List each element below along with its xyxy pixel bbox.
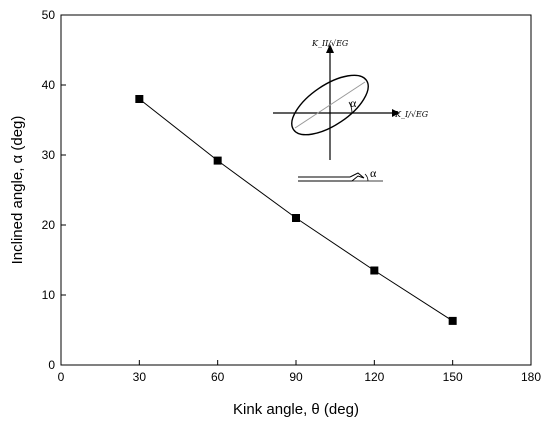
kink-angle-arc	[364, 173, 369, 182]
x-tick-label: 90	[289, 370, 303, 384]
x-tick-label: 120	[364, 370, 384, 384]
x-tick-label: 60	[211, 370, 225, 384]
kink-bent-segment	[349, 172, 365, 182]
y-tick-label: 40	[42, 78, 56, 92]
data-point	[213, 156, 222, 165]
plot-frame	[60, 14, 532, 366]
data-point	[370, 266, 379, 275]
y-axis-title: Inclined angle, α (deg)	[9, 116, 26, 265]
inset-angle-arc	[348, 101, 353, 114]
x-tick-label: 150	[443, 370, 463, 384]
y-tick-label: 20	[42, 218, 56, 232]
inset-y-arrowhead	[326, 44, 334, 53]
data-point	[292, 214, 300, 222]
inset-x-arrowhead	[392, 109, 400, 117]
inset-major-axis	[294, 81, 366, 129]
x-tick-label: 30	[133, 370, 147, 384]
inset-ellipse-alpha-label: α	[350, 96, 357, 110]
y-tick-label: 10	[42, 288, 56, 302]
kink-alpha-label: α	[370, 166, 377, 180]
x-tick-label: 180	[521, 370, 541, 384]
x-axis-ticks: 0 30 60 90 120 150 180	[58, 360, 541, 384]
y-tick-label: 0	[48, 358, 55, 372]
y-tick-label: 30	[42, 148, 56, 162]
data-point	[135, 95, 144, 103]
data-markers	[135, 95, 457, 325]
inset-x-axis-label: K_I/√EG	[394, 110, 429, 119]
inset-y-axis-label: K_II/√EG	[311, 39, 349, 48]
inset-kink-diagram: α	[298, 166, 383, 182]
data-point	[448, 316, 457, 325]
x-tick-label: 0	[58, 370, 65, 384]
inset-ellipse-diagram: α K_II/√EG K_I/√EG	[273, 39, 429, 160]
y-tick-label: 50	[42, 8, 56, 22]
y-axis-ticks: 0 10 20 30 40 50	[42, 8, 66, 372]
x-axis-title: Kink angle, θ (deg)	[233, 401, 359, 418]
inset-ellipse	[291, 74, 369, 136]
